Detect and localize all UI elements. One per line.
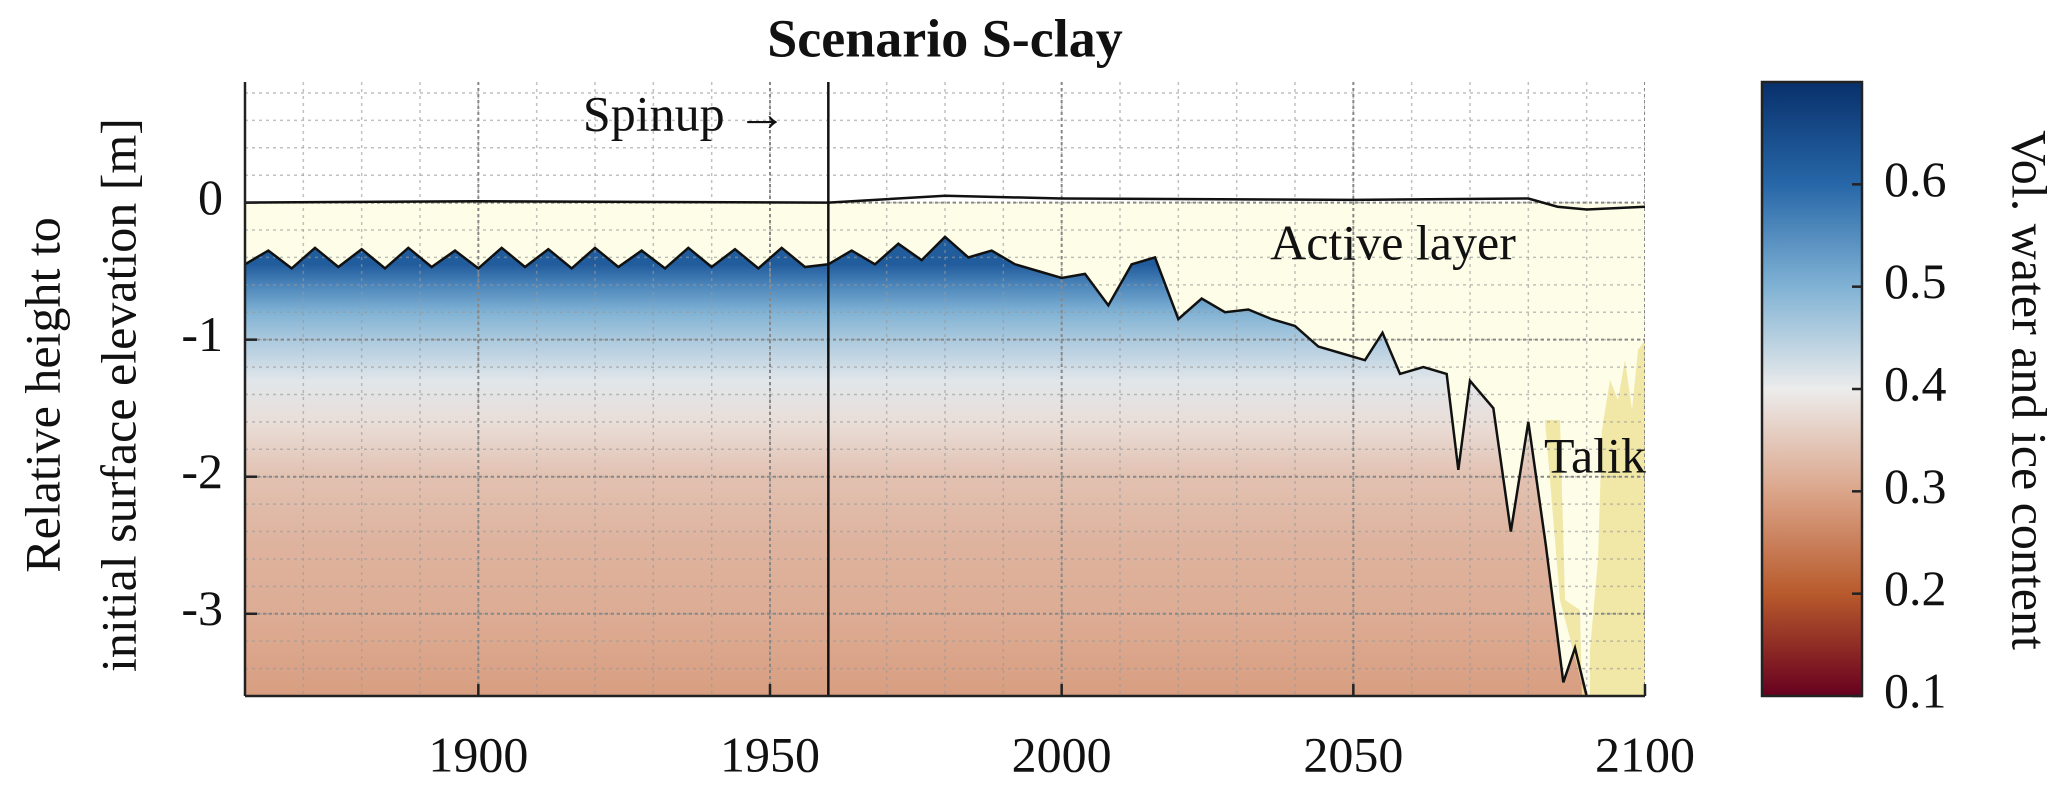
y-tick-label: -3 (181, 580, 223, 636)
colorbar-tick-label: 0.4 (1884, 355, 1947, 411)
colorbar-tick-label: 0.6 (1884, 151, 1947, 207)
annotation: Talik (1544, 427, 1646, 483)
colorbar-tick-label: 0.5 (1884, 253, 1947, 309)
y-tick-label: -2 (181, 443, 223, 499)
y-axis-label: initial surface elevation [m] (90, 118, 146, 672)
colorbar-tick-label: 0.2 (1884, 560, 1947, 616)
overlay: 1900 1950 2000 2050 2100 -3 -2 -1 0 Spinup → Activ… (181, 80, 1947, 782)
chart-title: Scenario S-clay (767, 8, 1122, 68)
surface-line (245, 194, 1645, 211)
colorbar (1760, 80, 1864, 698)
x-tick-label: 2000 (1012, 726, 1112, 782)
thaw-line (245, 235, 1588, 696)
colorbar-tick-label: 0.1 (1884, 662, 1947, 718)
y-tick-label: 0 (198, 169, 223, 225)
plot-area (245, 82, 1645, 696)
y-axis-label: Relative height to (14, 217, 70, 572)
x-tick-label: 2050 (1303, 726, 1403, 782)
colorbar-tick-label: 0.3 (1884, 458, 1947, 514)
y-tick-label: -1 (181, 306, 223, 362)
annotation: Spinup → (583, 85, 787, 141)
talik-area (1545, 340, 1645, 696)
x-tick-label: 1900 (428, 726, 528, 782)
colorbar-label: Vol. water and ice content (2002, 130, 2058, 650)
x-tick-label: 2100 (1595, 726, 1695, 782)
x-tick-label: 1950 (720, 726, 820, 782)
annotation: Active layer (1270, 214, 1516, 270)
